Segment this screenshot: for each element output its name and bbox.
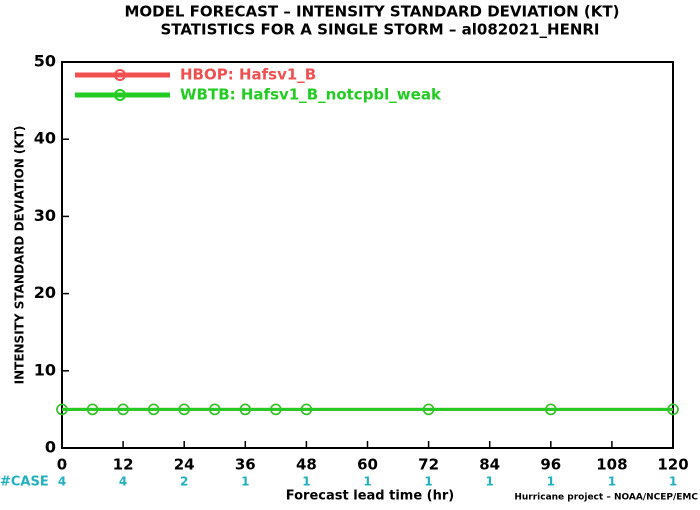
series-marker bbox=[86, 403, 99, 416]
series-marker bbox=[117, 403, 129, 416]
y-tick-label: 30 bbox=[34, 206, 56, 225]
y-axis-label: INTENSITY STANDARD DEVIATION (KT) bbox=[13, 126, 27, 385]
case-count: 1 bbox=[424, 475, 432, 489]
series-marker bbox=[545, 403, 557, 416]
chart-title: MODEL FORECAST – INTENSITY STANDARD DEVI… bbox=[125, 3, 620, 21]
case-count: 4 bbox=[119, 475, 127, 489]
series-marker bbox=[178, 403, 190, 416]
legend-marker bbox=[114, 69, 126, 81]
x-tick-label: 84 bbox=[479, 456, 500, 474]
x-tick-label: 0 bbox=[57, 456, 67, 474]
case-count: 1 bbox=[669, 475, 677, 489]
series-marker bbox=[422, 403, 435, 416]
x-tick-label: 48 bbox=[296, 456, 317, 474]
series-marker bbox=[667, 403, 679, 416]
series-marker bbox=[300, 403, 313, 416]
case-count: 1 bbox=[608, 475, 616, 489]
series-marker bbox=[209, 403, 221, 416]
series-marker bbox=[147, 403, 160, 416]
chart-subtitle: STATISTICS FOR A SINGLE STORM – al082021… bbox=[160, 21, 599, 39]
case-count: 2 bbox=[180, 475, 188, 489]
series-marker bbox=[239, 403, 252, 416]
x-axis-label: Forecast lead time (hr) bbox=[286, 489, 454, 504]
y-tick-label: 10 bbox=[34, 360, 56, 379]
x-tick-label: 96 bbox=[540, 456, 561, 474]
case-label: #CASE bbox=[0, 475, 49, 490]
x-tick-label: 108 bbox=[596, 456, 627, 474]
y-tick-label: 40 bbox=[34, 129, 56, 148]
case-count: 1 bbox=[363, 475, 371, 489]
y-tick-label: 20 bbox=[34, 283, 56, 302]
x-tick-label: 24 bbox=[174, 456, 195, 474]
plot-frame bbox=[61, 61, 674, 449]
x-tick-label: 120 bbox=[657, 456, 688, 474]
case-count: 1 bbox=[486, 475, 494, 489]
y-tick-label: 0 bbox=[45, 438, 56, 457]
legend-label: HBOP: Hafsv1_B bbox=[180, 66, 316, 84]
case-count: 1 bbox=[547, 475, 555, 489]
legend-marker bbox=[114, 89, 126, 101]
series-marker bbox=[270, 403, 282, 416]
case-count: 1 bbox=[241, 475, 249, 489]
case-count: 4 bbox=[58, 475, 66, 489]
x-tick-label: 36 bbox=[235, 456, 256, 474]
footer: Hurricane project – NOAA/NCEP/EMC bbox=[514, 493, 698, 503]
series-marker bbox=[56, 403, 68, 416]
x-tick-label: 12 bbox=[113, 456, 134, 474]
x-tick-label: 72 bbox=[418, 456, 439, 474]
x-tick-label: 60 bbox=[357, 456, 378, 474]
y-tick-label: 50 bbox=[34, 52, 56, 71]
legend-label: WBTB: Hafsv1_B_notcpbl_weak bbox=[180, 86, 442, 104]
case-count: 1 bbox=[302, 475, 310, 489]
